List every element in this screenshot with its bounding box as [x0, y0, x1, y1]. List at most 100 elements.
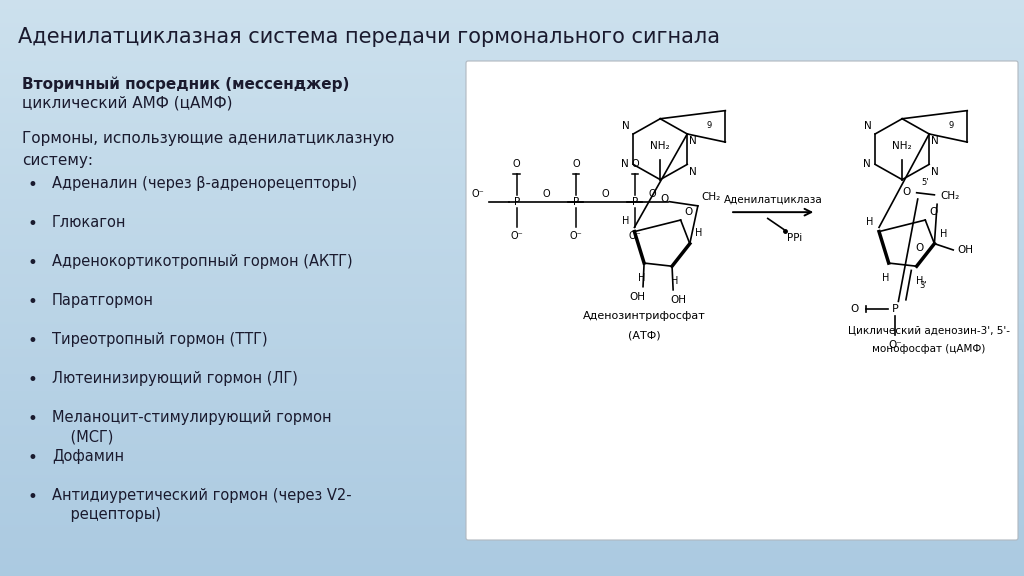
- Bar: [0, 343, 1024, 344]
- Bar: [0, 539, 1024, 540]
- Bar: [0, 488, 1024, 489]
- Text: N: N: [864, 121, 871, 131]
- Bar: [0, 312, 1024, 313]
- Bar: [0, 553, 1024, 554]
- Bar: [0, 299, 1024, 300]
- Bar: [0, 514, 1024, 515]
- Bar: [0, 115, 1024, 116]
- Bar: [0, 45, 1024, 46]
- Bar: [0, 32, 1024, 33]
- Bar: [0, 104, 1024, 105]
- Text: H: H: [638, 272, 645, 282]
- Bar: [0, 464, 1024, 465]
- Bar: [0, 182, 1024, 183]
- Bar: [0, 558, 1024, 559]
- Bar: [0, 477, 1024, 478]
- Bar: [0, 9, 1024, 10]
- Text: N: N: [689, 166, 697, 176]
- Bar: [0, 129, 1024, 130]
- Bar: [0, 549, 1024, 550]
- Bar: [0, 20, 1024, 21]
- Bar: [0, 209, 1024, 210]
- Bar: [0, 331, 1024, 332]
- Bar: [0, 30, 1024, 31]
- Bar: [0, 199, 1024, 200]
- Bar: [0, 503, 1024, 504]
- Bar: [0, 100, 1024, 101]
- Bar: [0, 462, 1024, 463]
- Bar: [0, 43, 1024, 44]
- Bar: [0, 71, 1024, 72]
- Bar: [0, 284, 1024, 285]
- Bar: [0, 430, 1024, 431]
- Bar: [0, 82, 1024, 83]
- Bar: [0, 46, 1024, 47]
- Bar: [0, 265, 1024, 266]
- Bar: [0, 432, 1024, 433]
- Bar: [0, 551, 1024, 552]
- Bar: [0, 437, 1024, 438]
- Bar: [0, 240, 1024, 241]
- Bar: [0, 410, 1024, 411]
- Text: O⁻: O⁻: [888, 340, 902, 350]
- Bar: [0, 403, 1024, 404]
- Bar: [0, 221, 1024, 222]
- Bar: [0, 426, 1024, 427]
- Bar: [0, 548, 1024, 549]
- Bar: [0, 362, 1024, 363]
- Text: Тиреотропный гормон (ТТГ): Тиреотропный гормон (ТТГ): [52, 332, 267, 347]
- Bar: [0, 120, 1024, 121]
- Bar: [0, 344, 1024, 345]
- Bar: [0, 153, 1024, 154]
- Bar: [0, 400, 1024, 401]
- Bar: [0, 546, 1024, 547]
- Bar: [0, 476, 1024, 477]
- Bar: [0, 27, 1024, 28]
- Bar: [0, 527, 1024, 528]
- Bar: [0, 258, 1024, 259]
- Text: Меланоцит-стимулирующий гормон
    (МСГ): Меланоцит-стимулирующий гормон (МСГ): [52, 410, 332, 444]
- Bar: [0, 28, 1024, 29]
- Bar: [0, 431, 1024, 432]
- Bar: [0, 427, 1024, 428]
- Bar: [0, 521, 1024, 522]
- Bar: [0, 379, 1024, 380]
- Bar: [0, 409, 1024, 410]
- Bar: [0, 252, 1024, 253]
- Bar: [0, 568, 1024, 569]
- Bar: [0, 569, 1024, 570]
- Bar: [0, 220, 1024, 221]
- Bar: [0, 246, 1024, 247]
- Bar: [0, 19, 1024, 20]
- Bar: [0, 134, 1024, 135]
- Bar: [0, 178, 1024, 179]
- Bar: [0, 74, 1024, 75]
- Text: Антидиуретический гормон (через V2-
    рецепторы): Антидиуретический гормон (через V2- реце…: [52, 488, 351, 522]
- Bar: [0, 173, 1024, 174]
- Bar: [0, 226, 1024, 227]
- Text: •: •: [28, 254, 38, 272]
- Text: O⁻: O⁻: [510, 231, 523, 241]
- Bar: [0, 308, 1024, 309]
- Bar: [0, 572, 1024, 573]
- Bar: [0, 359, 1024, 360]
- Bar: [0, 47, 1024, 48]
- Bar: [0, 50, 1024, 51]
- Bar: [0, 411, 1024, 412]
- Bar: [0, 51, 1024, 52]
- Bar: [0, 417, 1024, 418]
- Bar: [0, 543, 1024, 544]
- Bar: [0, 204, 1024, 205]
- Bar: [0, 552, 1024, 553]
- Bar: [0, 511, 1024, 512]
- Bar: [0, 478, 1024, 479]
- Bar: [0, 425, 1024, 426]
- Bar: [0, 264, 1024, 265]
- Text: NH₂: NH₂: [892, 141, 912, 151]
- Bar: [0, 313, 1024, 314]
- Text: •: •: [28, 293, 38, 311]
- Text: 9: 9: [948, 121, 953, 130]
- Bar: [0, 95, 1024, 96]
- Bar: [0, 257, 1024, 258]
- Bar: [0, 57, 1024, 58]
